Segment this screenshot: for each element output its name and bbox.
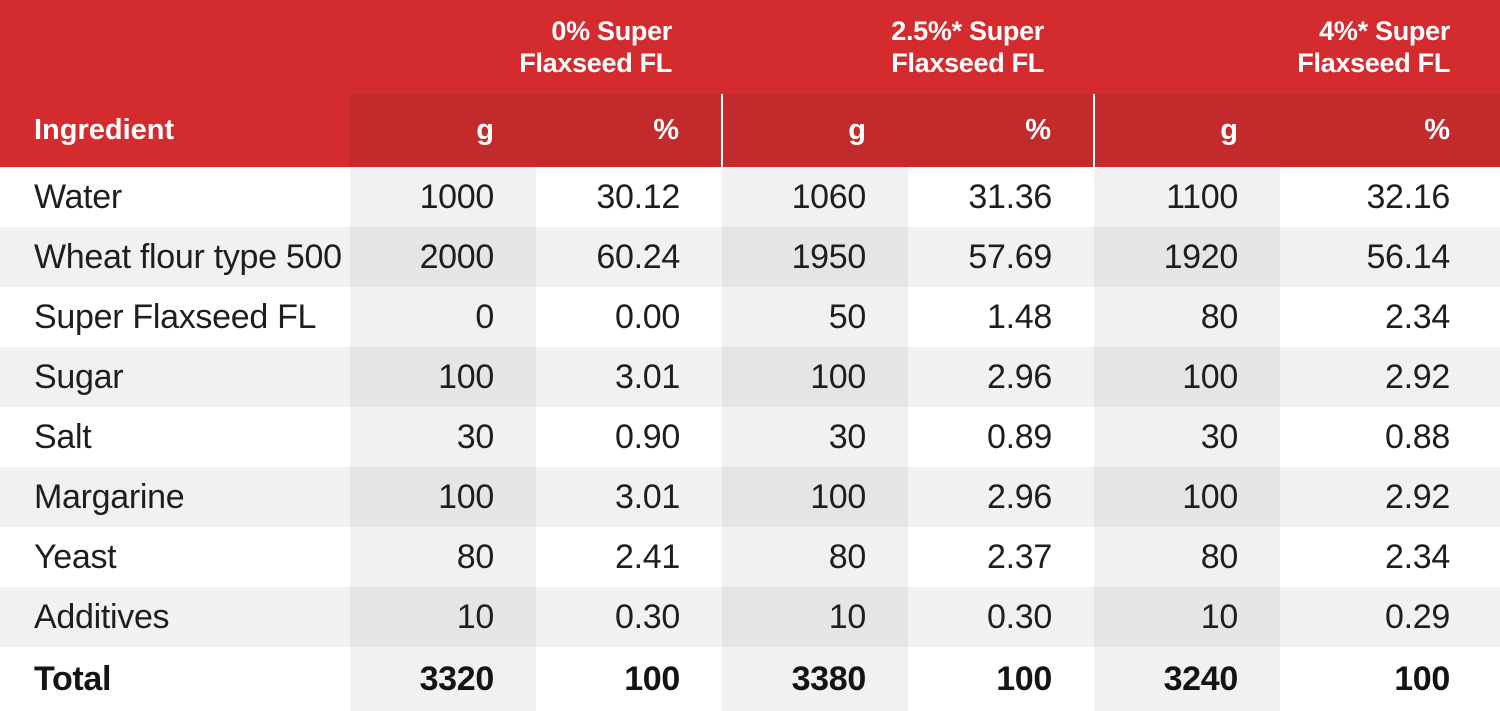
table-row: Sugar 100 3.01 100 2.96 100 2.92 <box>0 347 1500 407</box>
grams-value: 30 <box>722 407 909 467</box>
total-grams-value: 3320 <box>350 647 536 711</box>
percent-value: 2.34 <box>1280 527 1500 587</box>
ingredient-column-header: Ingredient <box>0 94 350 167</box>
total-percent-value: 100 <box>908 647 1095 711</box>
grams-value: 80 <box>722 527 909 587</box>
grams-value: 100 <box>350 467 536 527</box>
percent-column-header: % <box>908 94 1095 167</box>
grams-value: 1920 <box>1094 227 1281 287</box>
grams-value: 10 <box>722 587 909 647</box>
grams-value: 1000 <box>350 167 536 227</box>
percent-value: 2.96 <box>908 347 1095 407</box>
ingredient-name: Additives <box>0 587 350 647</box>
grams-value: 1100 <box>1094 167 1281 227</box>
grams-column-header: g <box>1093 94 1281 167</box>
grams-value: 1060 <box>722 167 909 227</box>
grams-value: 100 <box>1094 347 1281 407</box>
table-row: Salt 30 0.90 30 0.89 30 0.88 <box>0 407 1500 467</box>
total-grams-value: 3240 <box>1094 647 1281 711</box>
total-row: Total 3320 100 3380 100 3240 100 <box>0 647 1500 711</box>
grams-value: 100 <box>722 467 909 527</box>
grams-value: 80 <box>350 527 536 587</box>
grams-column-header: g <box>721 94 909 167</box>
table-row: Yeast 80 2.41 80 2.37 80 2.34 <box>0 527 1500 587</box>
ingredient-name: Water <box>0 167 350 227</box>
percent-value: 0.90 <box>536 407 723 467</box>
percent-value: 2.41 <box>536 527 723 587</box>
grams-column-header: g <box>350 94 536 167</box>
grams-value: 1950 <box>722 227 909 287</box>
table-row: Wheat flour type 500 2000 60.24 1950 57.… <box>0 227 1500 287</box>
percent-value: 31.36 <box>908 167 1095 227</box>
grams-value: 0 <box>350 287 536 347</box>
grams-value: 80 <box>1094 527 1281 587</box>
percent-value: 0.30 <box>908 587 1095 647</box>
table-row: Margarine 100 3.01 100 2.96 100 2.92 <box>0 467 1500 527</box>
percent-value: 1.48 <box>908 287 1095 347</box>
header-unit-row: Ingredient g % g % g % <box>0 94 1500 167</box>
percent-value: 3.01 <box>536 467 723 527</box>
percent-value: 2.96 <box>908 467 1095 527</box>
percent-value: 2.92 <box>1280 467 1500 527</box>
percent-value: 57.69 <box>908 227 1095 287</box>
ingredient-name: Margarine <box>0 467 350 527</box>
percent-column-header: % <box>1280 94 1500 167</box>
ingredient-name: Sugar <box>0 347 350 407</box>
grams-value: 2000 <box>350 227 536 287</box>
group-header-line2: Flaxseed FL <box>1297 48 1451 78</box>
group-header-0pct: 0% Super Flaxseed FL <box>350 0 723 94</box>
group-header-line1: 4%* Super <box>1319 16 1451 46</box>
grams-value: 50 <box>722 287 909 347</box>
group-header-4pct: 4%* Super Flaxseed FL <box>1094 0 1500 94</box>
group-header-2-5pct: 2.5%* Super Flaxseed FL <box>722 0 1095 94</box>
table-row: Water 1000 30.12 1060 31.36 1100 32.16 <box>0 167 1500 227</box>
group-header-line2: Flaxseed FL <box>519 48 673 78</box>
group-header-line1: 0% Super <box>551 16 673 46</box>
table-row: Additives 10 0.30 10 0.30 10 0.29 <box>0 587 1500 647</box>
total-percent-value: 100 <box>536 647 723 711</box>
percent-column-header: % <box>536 94 723 167</box>
group-header-line2: Flaxseed FL <box>891 48 1045 78</box>
percent-value: 30.12 <box>536 167 723 227</box>
grams-value: 10 <box>350 587 536 647</box>
percent-value: 2.34 <box>1280 287 1500 347</box>
percent-value: 3.01 <box>536 347 723 407</box>
percent-value: 0.30 <box>536 587 723 647</box>
grams-value: 30 <box>1094 407 1281 467</box>
grams-value: 100 <box>1094 467 1281 527</box>
grams-value: 80 <box>1094 287 1281 347</box>
percent-value: 0.88 <box>1280 407 1500 467</box>
percent-value: 0.29 <box>1280 587 1500 647</box>
ingredient-name: Salt <box>0 407 350 467</box>
grams-value: 30 <box>350 407 536 467</box>
percent-value: 56.14 <box>1280 227 1500 287</box>
percent-value: 2.37 <box>908 527 1095 587</box>
percent-value: 2.92 <box>1280 347 1500 407</box>
total-label: Total <box>0 647 350 711</box>
table-row: Super Flaxseed FL 0 0.00 50 1.48 80 2.34 <box>0 287 1500 347</box>
group-header-line1: 2.5%* Super <box>891 16 1045 46</box>
grams-value: 10 <box>1094 587 1281 647</box>
grams-value: 100 <box>350 347 536 407</box>
percent-value: 60.24 <box>536 227 723 287</box>
percent-value: 0.00 <box>536 287 723 347</box>
ingredient-name: Yeast <box>0 527 350 587</box>
header-group-row: 0% Super Flaxseed FL 2.5%* Super Flaxsee… <box>0 0 1500 94</box>
total-grams-value: 3380 <box>722 647 909 711</box>
percent-value: 0.89 <box>908 407 1095 467</box>
ingredient-name: Super Flaxseed FL <box>0 287 350 347</box>
percent-value: 32.16 <box>1280 167 1500 227</box>
ingredient-name: Wheat flour type 500 <box>0 227 350 287</box>
header-corner <box>0 0 350 94</box>
total-percent-value: 100 <box>1280 647 1500 711</box>
grams-value: 100 <box>722 347 909 407</box>
